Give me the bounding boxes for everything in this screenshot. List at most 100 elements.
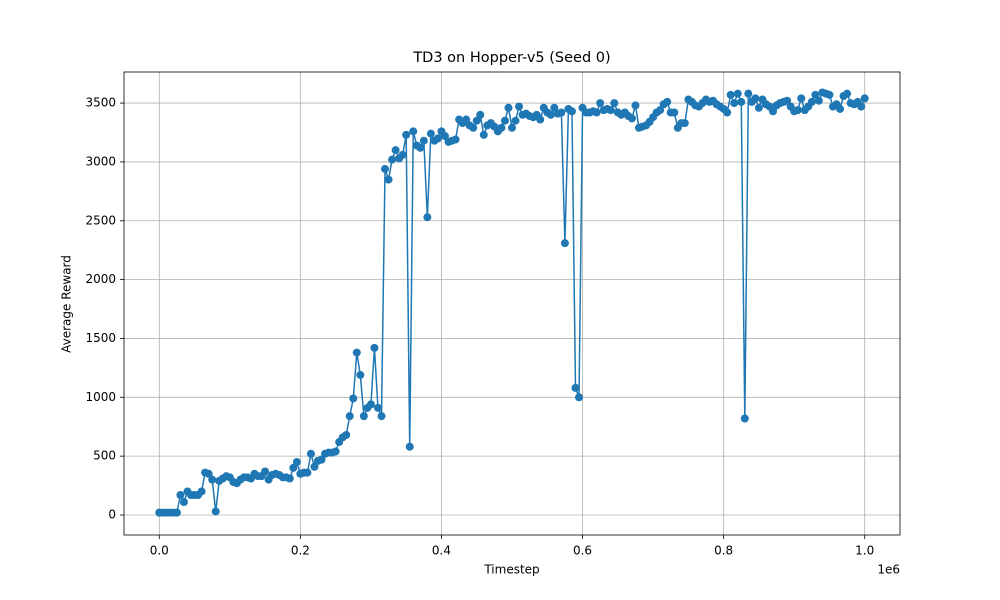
x-tick-label: 0.0: [150, 544, 169, 558]
data-point: [511, 116, 520, 125]
data-point: [366, 400, 375, 409]
data-point: [807, 97, 816, 106]
data-point: [285, 474, 294, 483]
x-tick-label: 0.6: [573, 544, 592, 558]
data-point: [737, 97, 746, 106]
data-point: [754, 103, 763, 112]
x-tick-label: 1.0: [855, 544, 874, 558]
y-tick-label: 1500: [85, 331, 116, 345]
data-point: [261, 467, 270, 476]
data-point: [317, 455, 326, 464]
data-point: [744, 89, 753, 98]
data-point: [497, 123, 506, 132]
data-point: [504, 103, 513, 112]
data-point: [825, 90, 834, 99]
data-point: [440, 132, 449, 141]
data-point: [508, 123, 516, 132]
data-point: [310, 462, 319, 471]
data-point: [797, 94, 806, 103]
data-point: [680, 119, 689, 128]
data-point: [836, 104, 845, 113]
data-point: [560, 239, 569, 248]
data-point: [416, 143, 425, 152]
data-point: [546, 110, 555, 119]
data-point: [550, 103, 559, 112]
data-point: [557, 108, 566, 117]
data-point: [811, 90, 820, 99]
data-point: [606, 106, 615, 115]
data-point: [733, 89, 742, 98]
data-point: [610, 99, 619, 108]
data-point: [857, 102, 866, 111]
data-point: [472, 116, 481, 125]
data-point: [292, 458, 301, 467]
data-point: [391, 146, 400, 155]
data-point: [536, 115, 545, 124]
y-tick-label: 500: [93, 449, 116, 463]
data-point: [172, 508, 181, 517]
data-point: [627, 114, 636, 123]
data-point: [656, 106, 665, 115]
y-tick-label: 2500: [85, 213, 116, 227]
data-point: [381, 164, 390, 173]
x-tick-label: 0.8: [714, 544, 733, 558]
data-point: [769, 107, 778, 116]
data-point: [860, 94, 869, 103]
data-point: [567, 107, 576, 116]
data-point: [462, 115, 471, 124]
data-point: [723, 108, 732, 117]
y-tick-label: 1000: [85, 390, 116, 404]
data-point: [405, 442, 414, 451]
x-tick-label: 0.4: [432, 544, 451, 558]
plot-area: [155, 88, 869, 517]
data-point: [793, 106, 802, 115]
data-point: [352, 348, 361, 357]
y-tick-label: 3500: [85, 96, 116, 110]
data-point: [592, 108, 601, 117]
data-point: [571, 383, 580, 392]
data-point: [176, 490, 185, 499]
data-point: [469, 123, 478, 132]
data-point: [402, 130, 411, 139]
x-tick-label: 0.2: [291, 544, 310, 558]
data-point: [596, 99, 605, 108]
data-point: [814, 96, 823, 105]
data-point: [409, 127, 418, 136]
data-point: [179, 498, 188, 507]
data-point: [197, 487, 206, 496]
data-point: [783, 96, 792, 105]
axes-frame: [123, 71, 901, 536]
data-point: [631, 101, 640, 110]
data-point: [575, 393, 584, 402]
data-point: [370, 343, 379, 352]
chart-title: TD3 on Hopper-v5 (Seed 0): [412, 50, 610, 66]
data-point: [479, 130, 488, 139]
data-point: [419, 136, 428, 145]
data-point: [515, 102, 524, 111]
x-axis-label: Timestep: [483, 563, 539, 577]
data-point: [451, 135, 460, 144]
data-point: [426, 129, 435, 138]
data-point: [843, 89, 852, 98]
data-point: [211, 507, 220, 516]
data-point: [670, 108, 679, 117]
data-point: [476, 110, 485, 119]
data-point: [306, 449, 315, 458]
data-point: [345, 412, 354, 421]
data-point: [423, 213, 432, 222]
y-tick-label: 2000: [85, 272, 116, 286]
data-point: [663, 97, 672, 106]
data-point: [726, 90, 735, 99]
data-point: [500, 116, 509, 125]
data-point: [342, 430, 351, 439]
data-point: [730, 99, 739, 108]
data-point: [377, 412, 386, 421]
data-point: [359, 412, 368, 421]
data-point: [373, 403, 382, 412]
data-point: [204, 469, 213, 478]
data-point: [388, 155, 397, 164]
y-axis-label: Average Reward: [60, 255, 74, 353]
data-point: [331, 447, 340, 456]
